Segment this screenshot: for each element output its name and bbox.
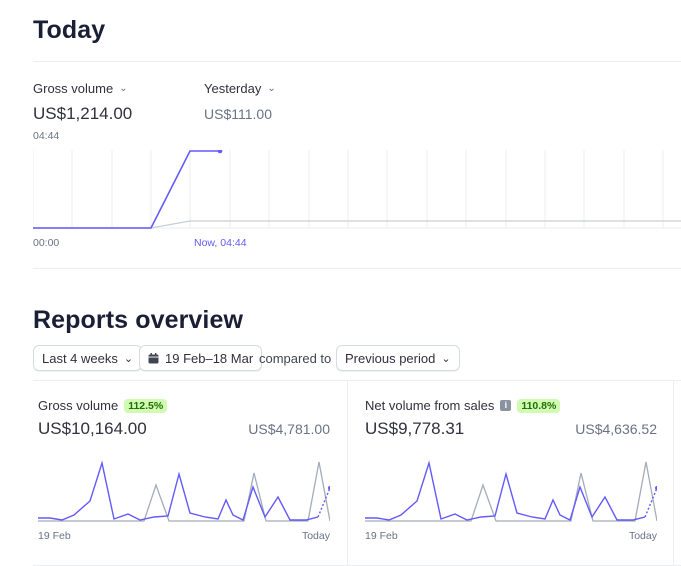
- card-value: US$10,164.00: [38, 419, 147, 438]
- current-point: [655, 486, 657, 490]
- gross-volume-value: US$1,214.00: [33, 104, 133, 123]
- compared-to-label: compared to: [259, 351, 332, 366]
- info-icon[interactable]: i: [500, 400, 512, 411]
- current-period-line: [365, 460, 646, 521]
- card-divider: [673, 380, 674, 566]
- card-axis-end: Today: [301, 530, 330, 542]
- gross-volume-card[interactable]: Gross volume 112.5% US$10,164.00 US$4,78…: [38, 392, 330, 552]
- card-axis-start: 19 Feb: [365, 530, 398, 542]
- card-previous-value: US$4,636.52: [575, 421, 657, 437]
- today-chart: [33, 150, 681, 229]
- today-axis-start: 00:00: [33, 237, 60, 249]
- date-range-button[interactable]: 19 Feb–18 Mar: [139, 345, 263, 371]
- range-label: Last 4 weeks: [42, 350, 118, 366]
- gross-volume-selector[interactable]: Gross volume ⌄: [33, 81, 128, 96]
- gross-volume-time: 04:44: [33, 130, 60, 142]
- growth-badge: 110.8%: [517, 398, 561, 413]
- growth-badge: 112.5%: [124, 398, 168, 413]
- card-previous-value: US$4,781.00: [248, 421, 330, 437]
- reports-title: Reports overview: [33, 306, 244, 334]
- divider: [33, 61, 681, 62]
- chevron-down-icon: ⌄: [119, 83, 128, 94]
- current-point: [328, 486, 330, 490]
- chevron-down-icon: ⌄: [123, 352, 134, 365]
- range-select[interactable]: Last 4 weeks ⌄: [33, 345, 143, 371]
- current-period-projection: [317, 487, 330, 518]
- current-period-projection: [644, 487, 657, 518]
- card-divider: [347, 380, 348, 566]
- date-range-label: 19 Feb–18 Mar: [165, 350, 254, 366]
- gross-volume-sparkline: [38, 460, 330, 522]
- yesterday-label: Yesterday: [204, 81, 262, 96]
- current-period-line: [38, 460, 319, 521]
- card-axis-end: Today: [628, 530, 657, 542]
- today-title: Today: [33, 16, 106, 44]
- divider: [33, 268, 681, 269]
- previous-period-line: [365, 461, 657, 522]
- yesterday-selector[interactable]: Yesterday ⌄: [204, 81, 276, 96]
- chevron-down-icon: ⌄: [441, 352, 451, 365]
- compare-period-label: Previous period: [345, 350, 436, 366]
- today-current-point: [217, 150, 223, 154]
- net-volume-card[interactable]: Net volume from sales i 110.8% US$9,778.…: [365, 392, 657, 552]
- today-line: [33, 150, 220, 229]
- today-axis-now: Now, 04:44: [194, 237, 247, 249]
- calendar-icon: [148, 352, 159, 363]
- card-value: US$9,778.31: [365, 419, 465, 438]
- gross-volume-label: Gross volume: [33, 81, 114, 96]
- previous-period-line: [38, 461, 330, 522]
- card-title: Gross volume: [38, 398, 119, 413]
- card-title: Net volume from sales: [365, 398, 495, 413]
- compare-period-select[interactable]: Previous period ⌄: [336, 345, 460, 371]
- chevron-down-icon: ⌄: [267, 83, 276, 94]
- card-axis-start: 19 Feb: [38, 530, 71, 542]
- net-volume-sparkline: [365, 460, 657, 522]
- divider: [33, 380, 681, 381]
- yesterday-value: US$111.00: [204, 106, 272, 122]
